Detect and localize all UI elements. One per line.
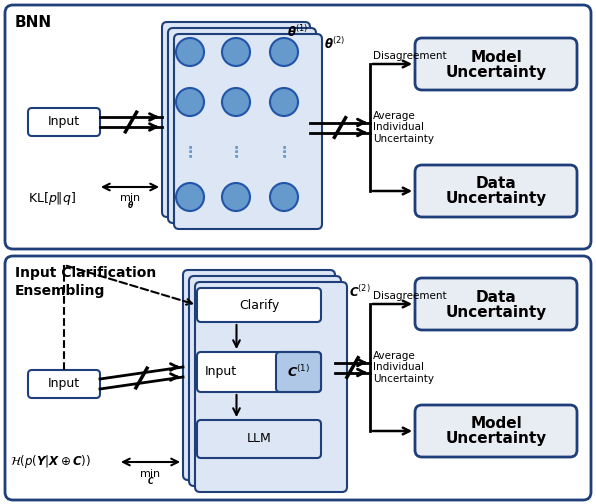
- Circle shape: [270, 88, 298, 116]
- Text: $\mathcal{H}(p(\boldsymbol{Y}|\boldsymbol{X} \oplus \boldsymbol{C}))$: $\mathcal{H}(p(\boldsymbol{Y}|\boldsymbo…: [10, 454, 91, 471]
- Text: Uncertainty: Uncertainty: [445, 431, 547, 447]
- Text: Clarify: Clarify: [239, 298, 279, 311]
- Circle shape: [176, 88, 204, 116]
- Text: $\boldsymbol{C}^{(2)}$: $\boldsymbol{C}^{(2)}$: [349, 284, 371, 300]
- FancyBboxPatch shape: [168, 28, 316, 223]
- FancyBboxPatch shape: [183, 270, 335, 480]
- FancyBboxPatch shape: [197, 420, 321, 458]
- FancyBboxPatch shape: [415, 165, 577, 217]
- Circle shape: [176, 183, 204, 211]
- Text: ⋮: ⋮: [277, 145, 291, 159]
- Text: Disagreement: Disagreement: [373, 51, 446, 61]
- Text: LLM: LLM: [247, 432, 271, 446]
- Circle shape: [222, 88, 250, 116]
- Circle shape: [222, 38, 250, 66]
- Text: Data: Data: [476, 176, 516, 192]
- FancyBboxPatch shape: [162, 22, 310, 217]
- FancyBboxPatch shape: [415, 405, 577, 457]
- Text: Uncertainty: Uncertainty: [445, 192, 547, 207]
- Text: Model: Model: [470, 49, 522, 65]
- Text: Input: Input: [205, 365, 237, 379]
- FancyBboxPatch shape: [195, 282, 347, 492]
- Text: Uncertainty: Uncertainty: [445, 304, 547, 320]
- Text: $\boldsymbol{C}^{(1)}$: $\boldsymbol{C}^{(1)}$: [287, 364, 310, 380]
- Text: Input Clarification
Ensembling: Input Clarification Ensembling: [15, 266, 156, 298]
- Text: $\boldsymbol{\theta}^{(2)}$: $\boldsymbol{\theta}^{(2)}$: [324, 36, 345, 52]
- Text: Average
Individual
Uncertainty: Average Individual Uncertainty: [373, 351, 434, 384]
- FancyBboxPatch shape: [5, 5, 591, 249]
- Text: Input: Input: [48, 115, 80, 129]
- FancyBboxPatch shape: [5, 256, 591, 500]
- Circle shape: [222, 183, 250, 211]
- FancyBboxPatch shape: [174, 34, 322, 229]
- Text: $\boldsymbol{\theta}^{(1)}$: $\boldsymbol{\theta}^{(1)}$: [287, 24, 308, 40]
- FancyBboxPatch shape: [415, 38, 577, 90]
- Text: Uncertainty: Uncertainty: [445, 65, 547, 80]
- FancyBboxPatch shape: [28, 370, 100, 398]
- Text: Average
Individual
Uncertainty: Average Individual Uncertainty: [373, 111, 434, 144]
- Text: Data: Data: [476, 289, 516, 304]
- Text: $\underset{\boldsymbol{C}}{\min}$: $\underset{\boldsymbol{C}}{\min}$: [139, 467, 162, 487]
- Text: KL$[p\|q]$: KL$[p\|q]$: [28, 190, 76, 207]
- Text: ⋮: ⋮: [228, 145, 244, 159]
- FancyBboxPatch shape: [189, 276, 341, 486]
- FancyBboxPatch shape: [415, 278, 577, 330]
- Text: Model: Model: [470, 416, 522, 431]
- Circle shape: [270, 183, 298, 211]
- Circle shape: [176, 38, 204, 66]
- FancyBboxPatch shape: [197, 288, 321, 322]
- Text: Input: Input: [48, 377, 80, 391]
- FancyBboxPatch shape: [276, 352, 321, 392]
- Text: ⋮: ⋮: [182, 145, 198, 159]
- Text: BNN: BNN: [15, 15, 52, 30]
- Text: Disagreement: Disagreement: [373, 291, 446, 301]
- Text: $\underset{\boldsymbol{\theta}}{\min}$: $\underset{\boldsymbol{\theta}}{\min}$: [119, 191, 141, 211]
- Circle shape: [270, 38, 298, 66]
- FancyBboxPatch shape: [197, 352, 321, 392]
- FancyBboxPatch shape: [28, 108, 100, 136]
